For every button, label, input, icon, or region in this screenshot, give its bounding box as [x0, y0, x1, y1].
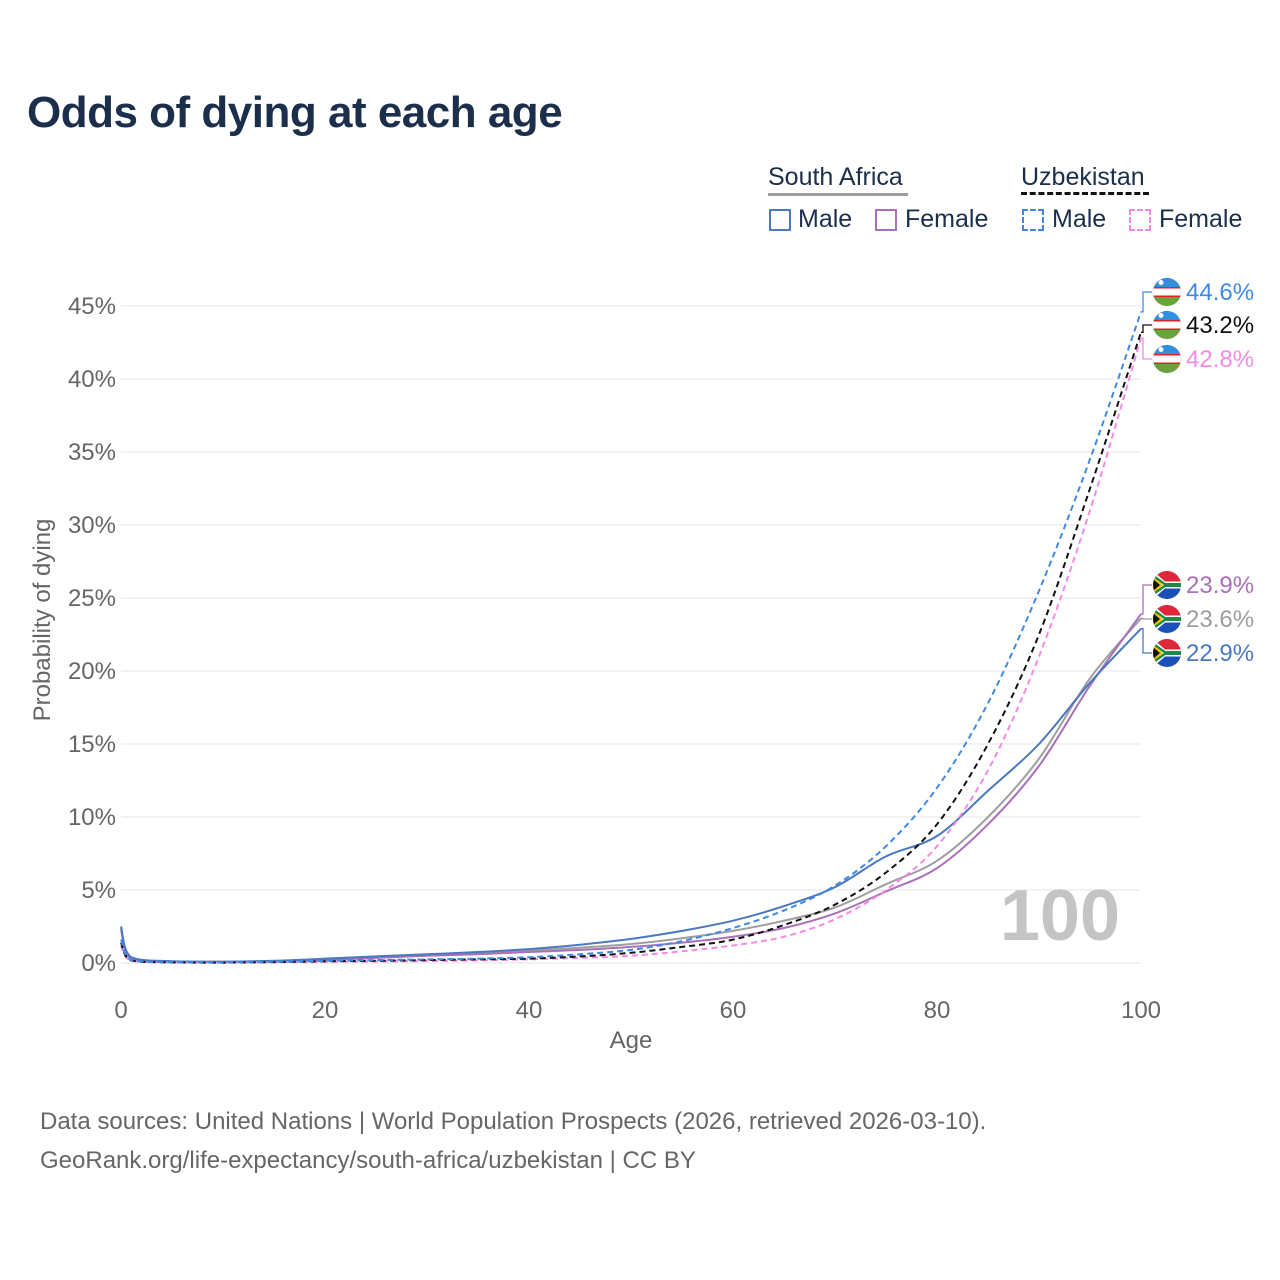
y-tick-label: 25%	[68, 585, 116, 612]
legend-label-za-male[interactable]: Male	[798, 205, 853, 233]
series-line-uz-total[interactable]	[120, 331, 1142, 964]
end-connector-za-male	[1141, 628, 1152, 654]
end-label-za-total: 23.6%	[1186, 606, 1254, 633]
legend-south-africa-underline	[768, 193, 908, 196]
series-line-za-male[interactable]	[120, 628, 1142, 963]
end-connector-za-total	[1141, 617, 1152, 620]
y-tick-label: 5%	[81, 877, 116, 904]
end-connector-uz-female	[1141, 337, 1152, 360]
year-watermark: 100	[1000, 876, 1120, 956]
end-label-za-female: 23.9%	[1186, 572, 1254, 599]
x-tick-label: 0	[114, 997, 127, 1024]
legend-swatch-za-female[interactable]	[875, 209, 897, 231]
y-tick-label: 35%	[68, 439, 116, 466]
legend-swatch-za-male[interactable]	[769, 209, 791, 231]
end-label-uz-total: 43.2%	[1186, 312, 1254, 339]
uzbekistan-flag-icon	[1152, 310, 1182, 340]
end-connector-uz-male	[1141, 291, 1152, 313]
y-tick-label: 10%	[68, 804, 116, 831]
y-axis-ticks: 0% 5% 10% 15% 20% 25% 30% 35% 40% 45%	[68, 293, 116, 977]
legend-label-uz-female[interactable]: Female	[1159, 205, 1243, 233]
x-tick-label: 40	[516, 997, 543, 1024]
y-tick-label: 40%	[68, 366, 116, 393]
x-axis-label: Age	[610, 1027, 653, 1054]
legend-uzbekistan-underline	[1021, 192, 1149, 195]
legend-label-za-female[interactable]: Female	[905, 205, 989, 233]
legend-label-uz-male[interactable]: Male	[1052, 205, 1107, 233]
x-tick-label: 60	[720, 997, 747, 1024]
chart-title: Odds of dying at each age	[27, 88, 563, 137]
chart-plot: 100 0% 5% 10% 15% 20% 25% 30% 35% 40% 45% 0 20 40 60…	[29, 277, 1254, 1054]
legend-swatch-uz-male[interactable]	[1022, 209, 1044, 231]
x-tick-label: 80	[924, 997, 951, 1024]
y-tick-label: 0%	[81, 950, 116, 977]
legend-group-south-africa: South Africa	[768, 163, 903, 191]
uzbekistan-flag-icon	[1152, 277, 1182, 307]
legend-group-uzbekistan: Uzbekistan	[1021, 163, 1145, 191]
y-tick-label: 20%	[68, 658, 116, 685]
x-tick-label: 20	[312, 997, 339, 1024]
series-line-uz-female[interactable]	[120, 337, 1142, 964]
end-label-uz-male: 44.6%	[1186, 279, 1254, 306]
south-africa-flag-icon	[1152, 638, 1182, 668]
south-africa-flag-icon	[1152, 570, 1182, 600]
x-tick-label: 100	[1121, 997, 1161, 1024]
end-connector-za-female	[1141, 584, 1152, 615]
footer-sources: Data sources: United Nations | World Pop…	[40, 1108, 987, 1135]
uzbekistan-flag-icon	[1152, 344, 1182, 374]
end-connector-uz-total	[1141, 324, 1152, 333]
x-axis-ticks: 0 20 40 60 80 100	[114, 997, 1161, 1024]
y-tick-label: 15%	[68, 731, 116, 758]
end-labels: 44.6% 43.2% 42.8% 23.9% 23.6% 22.9%	[1141, 277, 1254, 668]
series-line-uz-male[interactable]	[120, 311, 1142, 964]
y-tick-label: 30%	[68, 512, 116, 539]
y-axis-label: Probability of dying	[29, 519, 56, 722]
series-line-za-female[interactable]	[120, 613, 1142, 963]
legend-swatch-uz-female[interactable]	[1129, 209, 1151, 231]
y-tick-label: 45%	[68, 293, 116, 320]
end-label-za-male: 22.9%	[1186, 640, 1254, 667]
series-lines	[120, 311, 1142, 964]
end-label-uz-female: 42.8%	[1186, 346, 1254, 373]
grid-lines	[121, 305, 1141, 964]
footer-credit: GeoRank.org/life-expectancy/south-africa…	[40, 1147, 696, 1174]
south-africa-flag-icon	[1152, 604, 1182, 634]
